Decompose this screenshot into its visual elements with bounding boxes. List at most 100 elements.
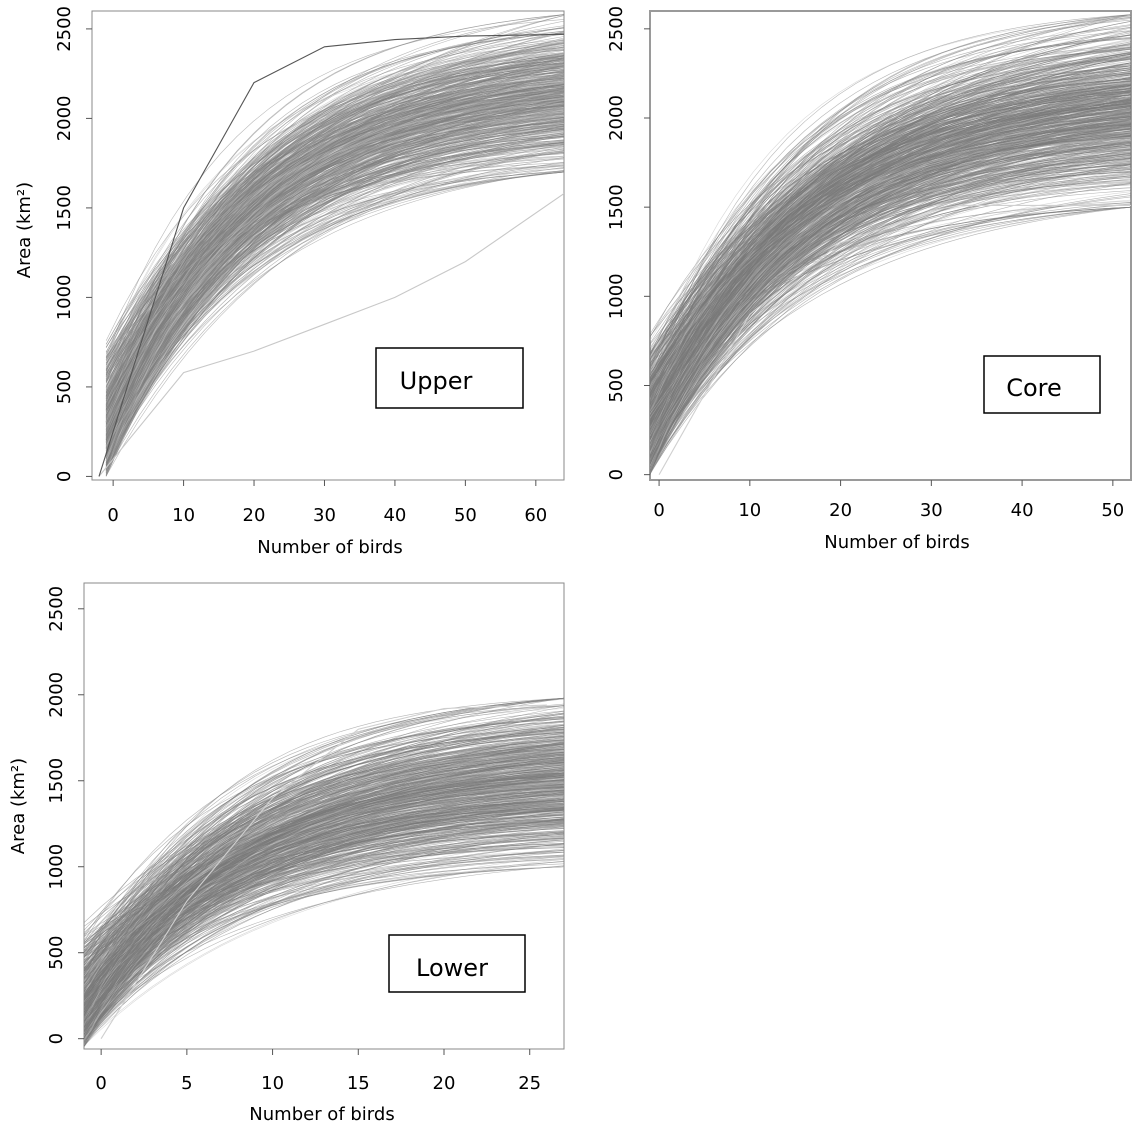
curve-line xyxy=(84,819,564,1028)
curve-line xyxy=(84,743,564,1032)
curve-line xyxy=(105,40,564,397)
curve-line xyxy=(105,142,564,388)
curve-line xyxy=(105,78,564,440)
curve-line xyxy=(84,739,564,997)
curve-line xyxy=(105,104,564,419)
curve-line xyxy=(105,113,564,425)
curve-line xyxy=(650,50,1131,464)
curve-line xyxy=(105,143,564,457)
outlier-curve-line xyxy=(98,193,564,477)
x-tick-label: 10 xyxy=(172,505,195,526)
curve-line xyxy=(650,49,1131,403)
curve-line xyxy=(650,202,1131,425)
curve-line xyxy=(84,822,564,1022)
curve-line xyxy=(650,164,1131,364)
curve-line xyxy=(105,170,564,441)
axis-ticks: 0 500 1000 1500 2000 2500 0 10 20 30 40 50 xyxy=(606,6,1124,521)
curve-line xyxy=(650,206,1131,458)
curve-line xyxy=(84,760,564,1041)
panel-label-box xyxy=(388,934,526,993)
curve-line xyxy=(105,55,564,437)
curve-line xyxy=(650,71,1131,443)
curve-line xyxy=(105,32,564,425)
x-tick-label: 0 xyxy=(95,1073,106,1094)
plot-frame xyxy=(91,10,565,481)
y-tick-label: 500 xyxy=(46,936,67,970)
curve-line xyxy=(105,43,564,459)
curve-line xyxy=(84,797,564,986)
curve-line xyxy=(650,157,1131,413)
curve-line xyxy=(650,57,1131,415)
curve-line xyxy=(650,155,1131,437)
curve-line xyxy=(84,758,564,1036)
x-tick-label: 10 xyxy=(738,500,761,521)
curve-line xyxy=(650,117,1131,438)
curve-line xyxy=(84,753,564,976)
y-tick-label: 500 xyxy=(606,368,627,402)
curve-line xyxy=(105,100,564,467)
curve-line xyxy=(650,54,1131,382)
curve-line xyxy=(105,116,564,471)
curve-line xyxy=(84,771,564,1031)
curve-line xyxy=(84,850,564,1036)
x-tick-label: 10 xyxy=(261,1073,284,1094)
outlier-curve-line xyxy=(98,33,564,477)
curve-line xyxy=(105,94,564,422)
curve-line xyxy=(84,742,564,1021)
x-tick-label: 5 xyxy=(181,1073,192,1094)
curve-line xyxy=(650,37,1131,425)
curve-line xyxy=(650,196,1131,418)
curve-line xyxy=(84,728,564,971)
curve-line xyxy=(84,729,564,985)
curve-line xyxy=(84,866,564,1013)
curve-line xyxy=(105,84,564,397)
plot-frame xyxy=(649,10,1132,481)
curve-line xyxy=(84,798,564,1021)
y-tick-label: 2000 xyxy=(606,95,627,141)
curve-line xyxy=(105,33,564,425)
x-tick-label: 0 xyxy=(653,500,664,521)
curve-line xyxy=(105,55,564,451)
curve-line xyxy=(105,157,564,473)
x-tick-label: 40 xyxy=(383,505,406,526)
panel-lower: 0 500 1000 1500 2000 2500 0 5 10 15 20 25 Lower Num… xyxy=(8,582,565,1125)
curve-line xyxy=(105,165,564,446)
curve-line xyxy=(650,123,1131,345)
curve-line xyxy=(105,76,564,402)
curve-line xyxy=(84,817,564,1023)
curve-line xyxy=(105,73,564,427)
y-tick-label: 1500 xyxy=(46,758,67,804)
curve-line xyxy=(84,810,564,997)
curve-line xyxy=(650,84,1131,450)
curve-line xyxy=(650,206,1131,443)
curve-line xyxy=(84,766,564,998)
curve-line xyxy=(84,723,564,1026)
curve-line xyxy=(650,164,1131,441)
curve-line xyxy=(84,793,564,984)
curve-line xyxy=(105,72,564,477)
y-tick-label: 500 xyxy=(54,370,75,404)
panel-label: Lower xyxy=(416,954,488,982)
curve-line xyxy=(650,50,1131,359)
y-tick-label: 0 xyxy=(54,471,75,482)
curve-line xyxy=(105,98,564,439)
curve-line xyxy=(84,816,564,1045)
y-tick-label: 2500 xyxy=(46,586,67,632)
curve-line xyxy=(650,103,1131,451)
curve-line xyxy=(105,44,564,431)
curve-line xyxy=(84,784,564,1027)
curve-line xyxy=(105,65,564,378)
x-tick-label: 25 xyxy=(518,1073,541,1094)
curve-line xyxy=(650,110,1131,360)
curve-line xyxy=(650,46,1131,396)
curve-line xyxy=(650,125,1131,437)
x-tick-label: 30 xyxy=(920,500,943,521)
curve-line xyxy=(84,786,564,995)
curve-line xyxy=(105,136,564,417)
curve-line xyxy=(105,96,564,406)
curve-line xyxy=(84,710,564,951)
curve-line xyxy=(105,76,564,460)
curve-line xyxy=(105,143,564,421)
x-tick-label: 20 xyxy=(829,500,852,521)
